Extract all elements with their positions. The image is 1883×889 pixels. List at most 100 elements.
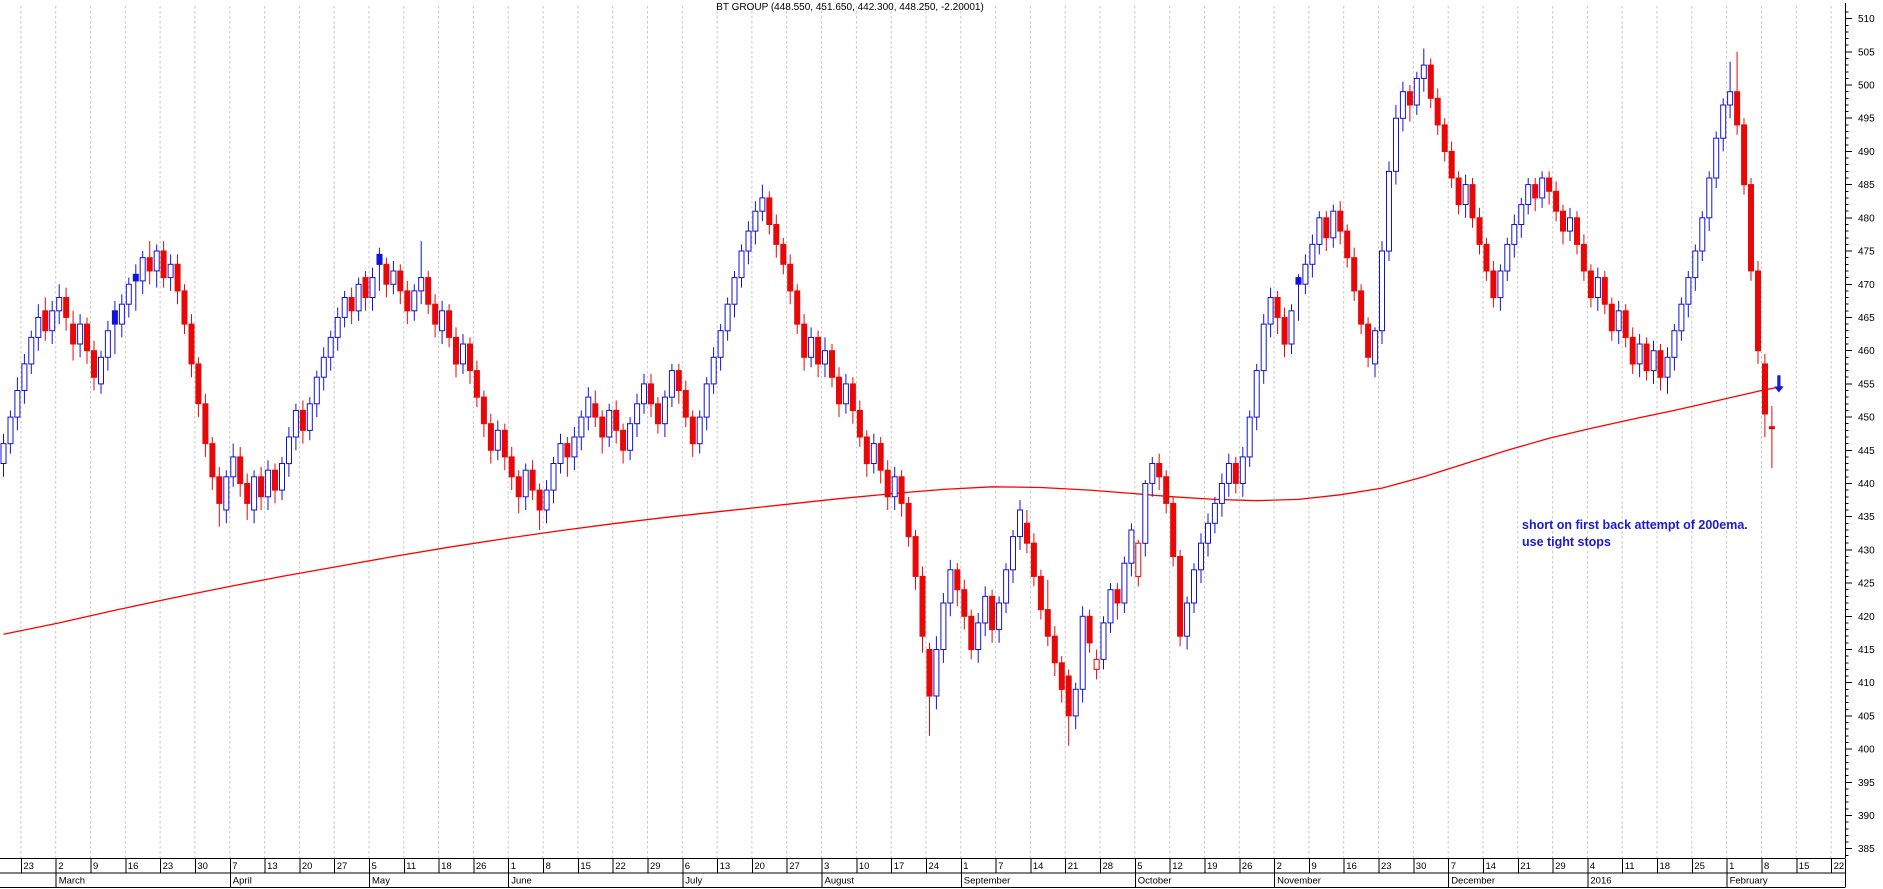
week-label: 14 xyxy=(1033,861,1044,872)
week-label: 15 xyxy=(580,861,591,872)
candle xyxy=(0,433,7,477)
candle xyxy=(272,463,278,504)
candle xyxy=(1768,406,1775,469)
candle xyxy=(961,579,968,630)
week-label: 29 xyxy=(1555,861,1566,872)
candle xyxy=(188,314,195,378)
candle xyxy=(1755,261,1761,364)
price-tick-label: 450 xyxy=(1858,413,1875,424)
candle xyxy=(348,287,355,325)
candle xyxy=(1448,141,1455,188)
candle xyxy=(1295,274,1302,321)
candle xyxy=(842,373,849,414)
candle xyxy=(1706,171,1713,232)
candle xyxy=(70,310,77,361)
candle xyxy=(1288,304,1295,354)
candle xyxy=(432,294,439,338)
candle xyxy=(515,470,522,514)
candle xyxy=(376,247,383,291)
candle xyxy=(118,294,125,338)
week-label: 9 xyxy=(93,861,98,872)
candle xyxy=(63,287,70,331)
candle xyxy=(1762,354,1768,437)
candle xyxy=(1191,563,1197,613)
candle xyxy=(682,380,689,427)
candle xyxy=(829,344,835,388)
candle xyxy=(35,304,42,351)
candle xyxy=(1128,523,1135,577)
candle xyxy=(543,480,550,524)
week-label: 2 xyxy=(1277,861,1282,872)
candle xyxy=(28,330,35,374)
candle xyxy=(390,261,397,295)
candle xyxy=(1114,583,1121,620)
trade-note[interactable]: short on first back attempt of 200ema. u… xyxy=(1522,517,1748,551)
candle xyxy=(1727,61,1734,119)
candle xyxy=(446,304,453,348)
candle xyxy=(1379,241,1385,344)
week-label: 27 xyxy=(789,861,800,872)
short-entry-arrow[interactable] xyxy=(1774,375,1784,393)
candle xyxy=(1156,453,1163,491)
candle xyxy=(1149,456,1156,497)
ema-200-line[interactable] xyxy=(3,385,1783,635)
candle xyxy=(91,340,97,391)
candle xyxy=(216,466,223,527)
candle xyxy=(237,446,244,497)
price-tick-label: 445 xyxy=(1858,446,1875,457)
candle xyxy=(536,483,543,530)
candle xyxy=(265,460,272,510)
candle xyxy=(286,427,292,477)
candle xyxy=(870,433,877,474)
candle xyxy=(1198,533,1204,584)
candle xyxy=(801,314,808,371)
candle xyxy=(1434,88,1441,135)
candle xyxy=(230,443,237,487)
candle xyxy=(1532,178,1539,212)
week-label: 25 xyxy=(1694,861,1705,872)
price-axis[interactable]: 385 390 395 400 405 410 415 420 425 430 435 440 445 4… xyxy=(1845,3,1876,858)
date-axis[interactable]: 23 2 9 16 23 30 7 13 20 27 5 11 18 26 1 8 15 22 29 6 13 20 27 3… xyxy=(0,858,1846,888)
candle xyxy=(1142,480,1149,557)
candle xyxy=(891,466,898,510)
candle xyxy=(411,284,418,321)
candle xyxy=(815,330,822,378)
candle xyxy=(1211,496,1218,534)
candle xyxy=(1713,131,1720,188)
week-label: 30 xyxy=(197,861,208,872)
candle xyxy=(808,327,815,368)
price-tick-label: 505 xyxy=(1858,47,1875,58)
price-tick-label: 510 xyxy=(1858,14,1875,25)
candle xyxy=(1344,224,1351,268)
candle xyxy=(1511,214,1518,258)
candle xyxy=(668,363,675,408)
candle xyxy=(1636,334,1643,378)
week-label: 9 xyxy=(1311,861,1316,872)
candle xyxy=(327,330,334,371)
candle xyxy=(1413,71,1420,115)
candle xyxy=(1163,470,1170,514)
candle xyxy=(56,284,63,325)
week-label: 18 xyxy=(441,861,452,872)
candle xyxy=(766,191,773,235)
candle xyxy=(877,437,884,484)
candle xyxy=(954,563,961,607)
candle xyxy=(1017,500,1023,550)
week-label: 11 xyxy=(406,861,416,872)
week-label: 22 xyxy=(1834,861,1845,872)
candle xyxy=(292,403,299,451)
week-label: 27 xyxy=(337,861,348,872)
candle xyxy=(251,470,258,524)
candle xyxy=(1330,204,1337,248)
candle xyxy=(355,277,362,321)
week-label: 3 xyxy=(824,861,829,872)
candle xyxy=(1594,267,1601,311)
candle xyxy=(1274,290,1281,335)
candle xyxy=(1657,344,1664,391)
week-label: 17 xyxy=(894,861,905,872)
candle xyxy=(1539,171,1546,208)
candle xyxy=(244,473,251,520)
week-label: 16 xyxy=(1346,861,1357,872)
price-tick-label: 485 xyxy=(1858,180,1875,191)
